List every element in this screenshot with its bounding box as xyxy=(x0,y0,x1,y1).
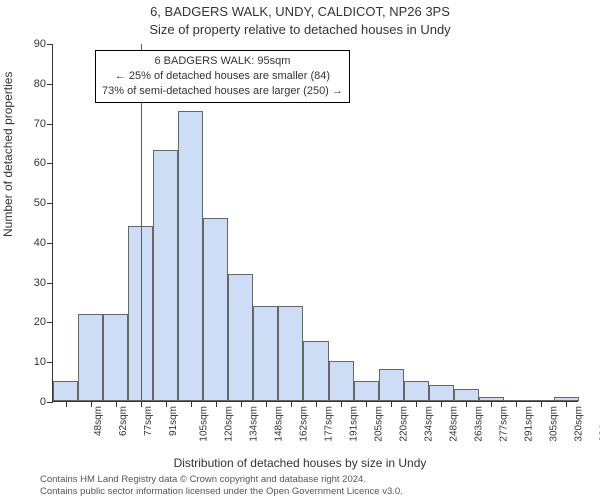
y-tick xyxy=(47,203,53,204)
x-tick xyxy=(566,401,567,407)
x-tick xyxy=(416,401,417,407)
x-tick xyxy=(541,401,542,407)
x-tick xyxy=(266,401,267,407)
chart-title-main: 6, BADGERS WALK, UNDY, CALDICOT, NP26 3P… xyxy=(0,4,600,19)
annotation-box: 6 BADGERS WALK: 95sqm← 25% of detached h… xyxy=(95,50,350,103)
x-tick-label: 234sqm xyxy=(424,406,435,442)
x-tick-label: 191sqm xyxy=(349,406,360,442)
x-tick xyxy=(66,401,67,407)
x-tick xyxy=(216,401,217,407)
y-tick xyxy=(47,362,53,363)
x-tick-label: 134sqm xyxy=(248,406,259,442)
annotation-line: 6 BADGERS WALK: 95sqm xyxy=(102,54,343,69)
histogram-bar xyxy=(429,385,454,401)
x-tick-label: 205sqm xyxy=(374,406,385,442)
histogram-bar xyxy=(379,369,404,401)
histogram-bar xyxy=(78,314,103,402)
x-tick-label: 291sqm xyxy=(524,406,535,442)
x-tick xyxy=(491,401,492,407)
histogram-bar xyxy=(153,150,178,401)
histogram-bar xyxy=(228,274,253,401)
y-axis-label: Number of detached properties xyxy=(1,72,15,237)
histogram-bar xyxy=(53,381,78,401)
y-tick xyxy=(47,124,53,125)
x-tick xyxy=(516,401,517,407)
x-tick-label: 162sqm xyxy=(298,406,309,442)
x-tick xyxy=(441,401,442,407)
y-tick-label: 20 xyxy=(22,316,46,328)
x-tick xyxy=(391,401,392,407)
histogram-bar xyxy=(354,381,379,401)
x-tick xyxy=(91,401,92,407)
x-tick xyxy=(166,401,167,407)
histogram-bar xyxy=(303,341,328,401)
x-tick xyxy=(291,401,292,407)
x-tick-label: 105sqm xyxy=(198,406,209,442)
histogram-bar xyxy=(203,218,228,401)
y-tick-label: 10 xyxy=(22,356,46,368)
y-tick-label: 70 xyxy=(22,118,46,130)
histogram-bar xyxy=(253,306,278,401)
x-tick xyxy=(191,401,192,407)
y-tick xyxy=(47,84,53,85)
x-axis-label: Distribution of detached houses by size … xyxy=(0,456,600,470)
y-tick-label: 90 xyxy=(22,38,46,50)
x-tick-label: 120sqm xyxy=(223,406,234,442)
x-tick xyxy=(366,401,367,407)
y-tick xyxy=(47,44,53,45)
y-tick-label: 30 xyxy=(22,277,46,289)
y-tick-label: 50 xyxy=(22,197,46,209)
x-tick xyxy=(341,401,342,407)
y-tick-label: 80 xyxy=(22,78,46,90)
histogram-bar xyxy=(329,361,354,401)
y-tick-label: 40 xyxy=(22,237,46,249)
y-tick xyxy=(47,283,53,284)
footer-text: Contains HM Land Registry data © Crown c… xyxy=(40,474,580,498)
footer-line-2: Contains public sector information licen… xyxy=(40,486,580,498)
x-tick-label: 62sqm xyxy=(118,406,129,436)
x-tick-label: 248sqm xyxy=(449,406,460,442)
footer-line-1: Contains HM Land Registry data © Crown c… xyxy=(40,474,580,486)
y-tick xyxy=(47,322,53,323)
histogram-bar xyxy=(454,389,479,401)
annotation-line: 73% of semi-detached houses are larger (… xyxy=(102,84,343,99)
x-tick xyxy=(466,401,467,407)
histogram-bar xyxy=(278,306,303,401)
y-tick xyxy=(47,243,53,244)
x-tick-label: 48sqm xyxy=(93,406,104,436)
x-tick xyxy=(116,401,117,407)
y-tick xyxy=(47,402,53,403)
x-tick-label: 148sqm xyxy=(273,406,284,442)
histogram-bar xyxy=(404,381,429,401)
x-tick-label: 263sqm xyxy=(474,406,485,442)
x-tick-label: 277sqm xyxy=(499,406,510,442)
histogram-bar xyxy=(103,314,128,402)
plot-area: 010203040506070809048sqm62sqm77sqm91sqm1… xyxy=(52,44,578,402)
chart-container: 6, BADGERS WALK, UNDY, CALDICOT, NP26 3P… xyxy=(0,0,600,500)
y-tick-label: 60 xyxy=(22,157,46,169)
x-tick xyxy=(316,401,317,407)
x-tick-label: 77sqm xyxy=(143,406,154,436)
chart-title-sub: Size of property relative to detached ho… xyxy=(0,22,600,37)
x-tick-label: 320sqm xyxy=(574,406,585,442)
histogram-bar xyxy=(178,111,203,401)
x-tick-label: 220sqm xyxy=(399,406,410,442)
x-tick-label: 305sqm xyxy=(549,406,560,442)
x-tick xyxy=(141,401,142,407)
annotation-line: ← 25% of detached houses are smaller (84… xyxy=(102,69,343,84)
x-tick-label: 91sqm xyxy=(168,406,179,436)
x-tick-label: 177sqm xyxy=(324,406,335,442)
x-tick xyxy=(241,401,242,407)
y-tick-label: 0 xyxy=(22,396,46,408)
y-tick xyxy=(47,163,53,164)
